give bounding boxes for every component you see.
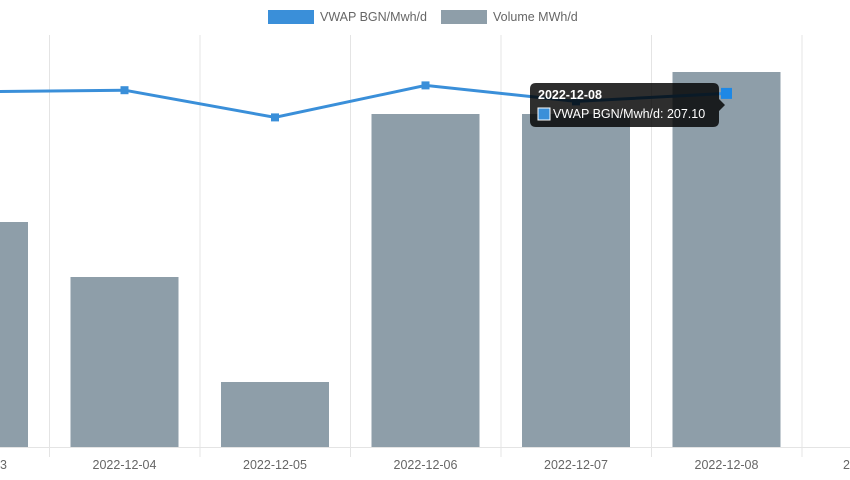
vwap-point-2022-12-05[interactable] [271, 113, 279, 122]
x-tick-label-4: 2022-12-07 [544, 458, 608, 472]
volume-bars [0, 72, 781, 447]
x-tick-label-1: 2022-12-04 [93, 458, 157, 472]
x-tick-label-3: 2022-12-06 [394, 458, 458, 472]
legend-item-vwap[interactable]: VWAP BGN/Mwh/d [268, 10, 427, 24]
x-tick-label-6: 2 [843, 458, 850, 472]
tooltip-title: 2022-12-08 [538, 88, 602, 102]
legend-swatch-volume [441, 10, 487, 24]
tooltip-value: 207.10 [667, 107, 705, 121]
legend: VWAP BGN/Mwh/d Volume MWh/d [268, 10, 578, 24]
vwap-point-2022-12-08[interactable] [721, 87, 732, 99]
bar-2022-12-07[interactable] [522, 114, 630, 447]
tooltip-sep: : [660, 107, 667, 121]
x-axis: 3 2022-12-04 2022-12-05 2022-12-06 2022-12-0… [0, 458, 850, 472]
x-tick-label-2: 2022-12-05 [243, 458, 307, 472]
x-tick-label-5: 2022-12-08 [695, 458, 759, 472]
vwap-point-2022-12-06[interactable] [421, 81, 430, 90]
x-tick-label-0: 3 [0, 458, 7, 472]
vwap-point-2022-12-04[interactable] [120, 86, 129, 95]
legend-label-vwap: VWAP BGN/Mwh/d [320, 10, 427, 24]
bar-2022-12-03[interactable] [0, 222, 28, 447]
bar-2022-12-04[interactable] [70, 277, 179, 447]
legend-label-volume: Volume MWh/d [493, 10, 578, 24]
tooltip-box [530, 83, 725, 127]
legend-item-volume[interactable]: Volume MWh/d [441, 10, 578, 24]
tooltip-swatch [537, 107, 551, 121]
bar-2022-12-08[interactable] [672, 72, 781, 447]
bar-2022-12-06[interactable] [371, 114, 480, 447]
tooltip-body: VWAP BGN/Mwh/d: 207.10 [553, 107, 705, 121]
tooltip: 2022-12-08 VWAP BGN/Mwh/d: 207.10 [530, 83, 725, 127]
legend-swatch-vwap [268, 10, 314, 24]
bar-2022-12-05[interactable] [221, 382, 329, 447]
tooltip-series-label: VWAP BGN/Mwh/d [553, 107, 660, 121]
